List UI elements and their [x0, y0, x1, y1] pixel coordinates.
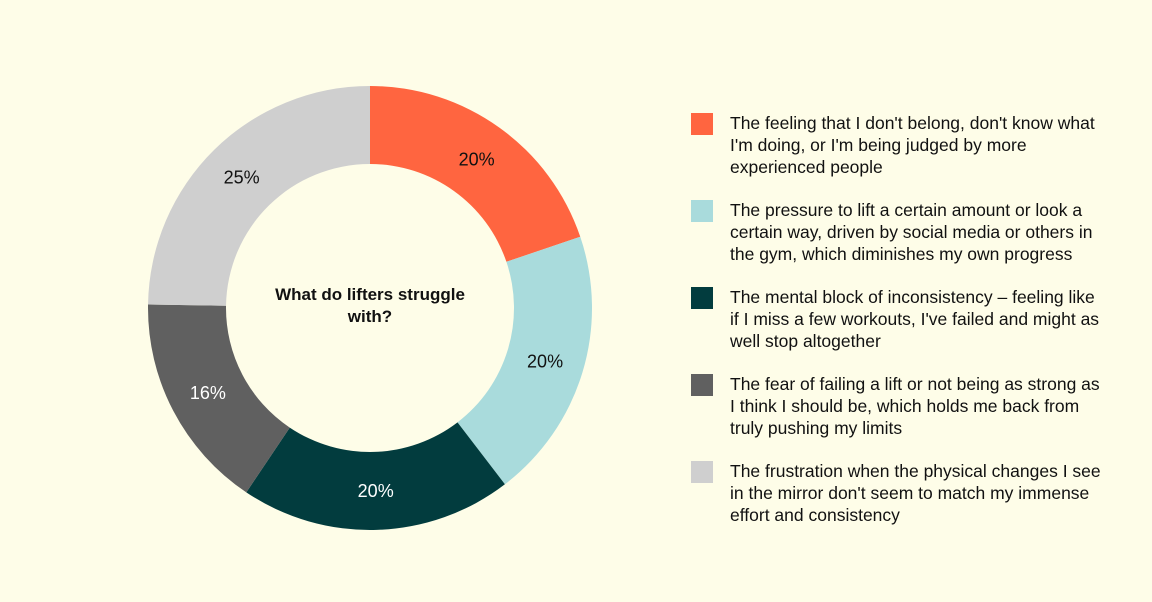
slice-value-label: 20% — [358, 481, 394, 501]
slice-value-label: 20% — [527, 351, 563, 371]
donut-slice — [246, 422, 505, 530]
legend-item: The mental block of inconsistency – feel… — [691, 286, 1121, 352]
donut-slice — [457, 236, 592, 485]
legend: The feeling that I don't belong, don't k… — [691, 112, 1121, 547]
legend-swatch — [691, 461, 713, 483]
donut-slice — [370, 86, 581, 262]
legend-label: The frustration when the physical change… — [730, 461, 1101, 525]
legend-item: The feeling that I don't belong, don't k… — [691, 112, 1121, 178]
legend-item: The frustration when the physical change… — [691, 460, 1121, 526]
legend-label: The fear of failing a lift or not being … — [730, 374, 1100, 438]
slice-value-label: 25% — [224, 168, 260, 188]
legend-swatch — [691, 200, 713, 222]
donut-slice — [148, 304, 290, 493]
slice-value-label: 20% — [459, 149, 495, 169]
legend-swatch — [691, 287, 713, 309]
donut-slice — [148, 86, 370, 306]
chart-title: What do lifters struggle with? — [275, 285, 465, 326]
legend-swatch — [691, 374, 713, 396]
legend-item: The pressure to lift a certain amount or… — [691, 199, 1121, 265]
legend-label: The feeling that I don't belong, don't k… — [730, 113, 1095, 177]
legend-swatch — [691, 113, 713, 135]
slice-value-label: 16% — [190, 383, 226, 403]
legend-item: The fear of failing a lift or not being … — [691, 373, 1121, 439]
legend-label: The pressure to lift a certain amount or… — [730, 200, 1093, 264]
legend-label: The mental block of inconsistency – feel… — [730, 287, 1100, 351]
